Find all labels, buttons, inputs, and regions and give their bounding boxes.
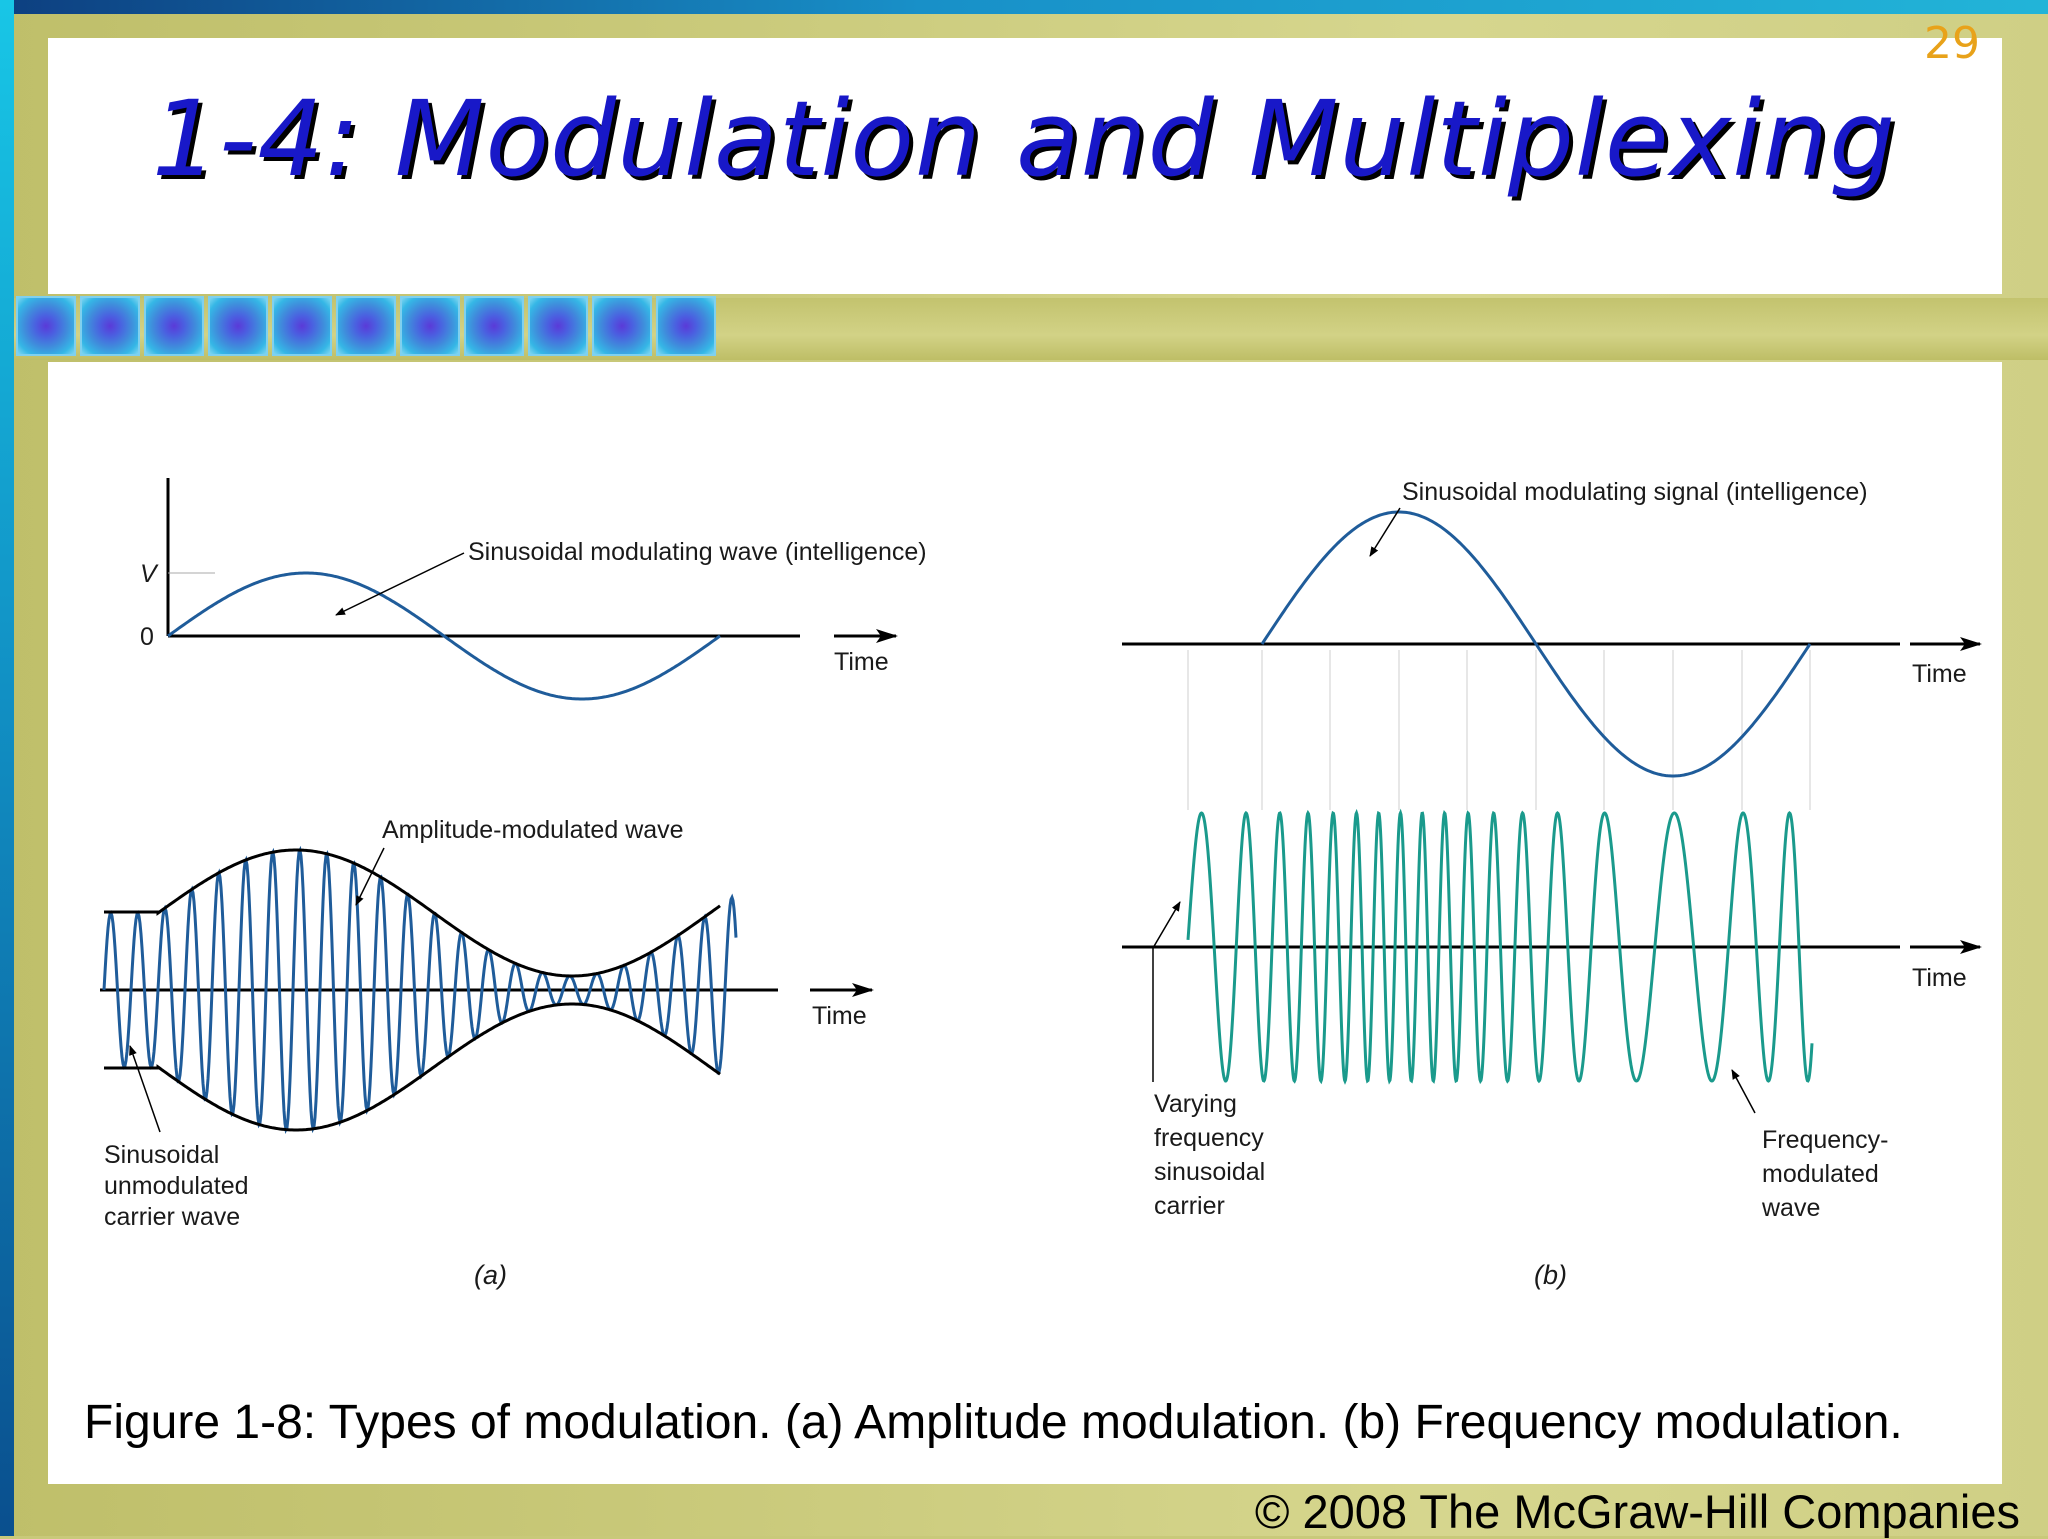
figure-caption: Figure 1-8: Types of modulation. (a) Amp…: [84, 1396, 1903, 1449]
decorative-square: [656, 296, 716, 356]
decorative-squares: [16, 296, 720, 360]
b-fm-label: Frequency- modulated wave: [1761, 1126, 1895, 1222]
figure-b: Time Sinusoidal modulating signal (intel…: [1122, 478, 1982, 1290]
decorative-square: [144, 296, 204, 356]
decorative-square: [336, 296, 396, 356]
a-am-envelope-top: [104, 848, 721, 978]
a-am-label: Amplitude-modulated wave: [382, 816, 684, 844]
decorative-square: [208, 296, 268, 356]
content-panel: [48, 362, 2002, 1484]
decorative-square: [592, 296, 652, 356]
a-axis-v-label: V: [140, 560, 159, 588]
a-modulating-wave: [167, 571, 721, 701]
a-axis-zero-label: 0: [140, 623, 154, 651]
left-accent-bar: [0, 0, 14, 1536]
figure-a: V 0 Time Sinusoidal modulating wave (int…: [100, 478, 927, 1290]
a-sublabel: (a): [474, 1260, 507, 1290]
b-vertical-guides: [1187, 650, 1811, 810]
a-wave-pointer: [335, 552, 465, 616]
decorative-square: [528, 296, 588, 356]
a-carrier-label: Sinusoidal unmodulated carrier wave: [104, 1141, 256, 1231]
a-am-envelope-bottom: [104, 1002, 721, 1132]
decorative-square: [16, 296, 76, 356]
b-sublabel: (b): [1534, 1260, 1567, 1290]
b-carrier-label: Varying frequency sinusoidal carrier: [1154, 1090, 1272, 1220]
a-time-label-bottom: Time: [812, 1002, 867, 1030]
b-signal-label: Sinusoidal modulating signal (intelligen…: [1402, 478, 1868, 506]
copyright-notice: © 2008 The McGraw-Hill Companies: [1254, 1485, 2020, 1538]
decorative-square: [80, 296, 140, 356]
b-fm-pointer: [1731, 1069, 1756, 1114]
decorative-square: [400, 296, 460, 356]
b-signal-pointer: [1369, 507, 1401, 557]
a-am-carrier-wave: [102, 845, 738, 1135]
b-modulating-signal: [1260, 510, 1812, 778]
title-panel: [48, 38, 2002, 294]
b-carrier-pointer: [1152, 901, 1181, 1082]
slide-title: 1-4: Modulation and Multiplexing: [151, 78, 1897, 200]
decorative-square: [464, 296, 524, 356]
a-wave-label: Sinusoidal modulating wave (intelligence…: [468, 538, 927, 566]
a-time-label-top: Time: [834, 648, 889, 676]
b-time-label-top: Time: [1912, 660, 1967, 688]
b-fm-wave: [1186, 808, 1814, 1085]
slide-number: 29: [1924, 18, 1980, 69]
b-time-label-bottom: Time: [1912, 964, 1967, 992]
top-accent-bar: [0, 0, 2048, 14]
a-am-pointer: [355, 847, 385, 906]
a-carrier-pointer: [129, 1045, 161, 1133]
decorative-square: [272, 296, 332, 356]
